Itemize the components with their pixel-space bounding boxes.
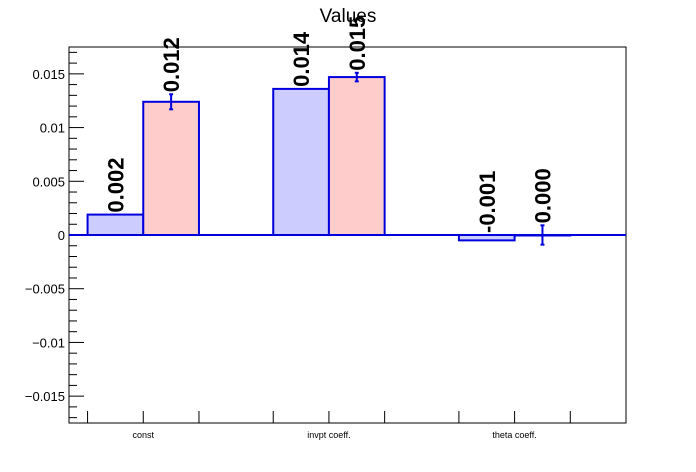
x-category-label: const <box>133 430 155 440</box>
x-category-label: invpt coeff. <box>307 430 350 440</box>
x-category-label: theta coeff. <box>492 430 536 440</box>
y-tick-label: −0.005 <box>25 282 65 297</box>
y-tick-label: 0 <box>58 228 65 243</box>
y-tick-label: 0.01 <box>40 121 65 136</box>
data-label: -0.001 <box>475 171 500 233</box>
y-tick-label: −0.01 <box>32 335 65 350</box>
data-label: 0.002 <box>103 158 128 213</box>
y-tick-label: −0.015 <box>25 389 65 404</box>
bar <box>142 100 200 236</box>
y-tick-label: 0.015 <box>32 67 65 82</box>
data-label: 0.014 <box>289 31 314 87</box>
y-tick-label: 0.005 <box>32 174 65 189</box>
data-label: 0.000 <box>530 168 555 223</box>
bar <box>327 76 386 236</box>
bar <box>86 213 145 237</box>
data-label: 0.015 <box>345 16 370 71</box>
data-label: 0.012 <box>159 37 184 92</box>
bar <box>272 87 330 236</box>
chart-title: Values <box>320 6 377 27</box>
